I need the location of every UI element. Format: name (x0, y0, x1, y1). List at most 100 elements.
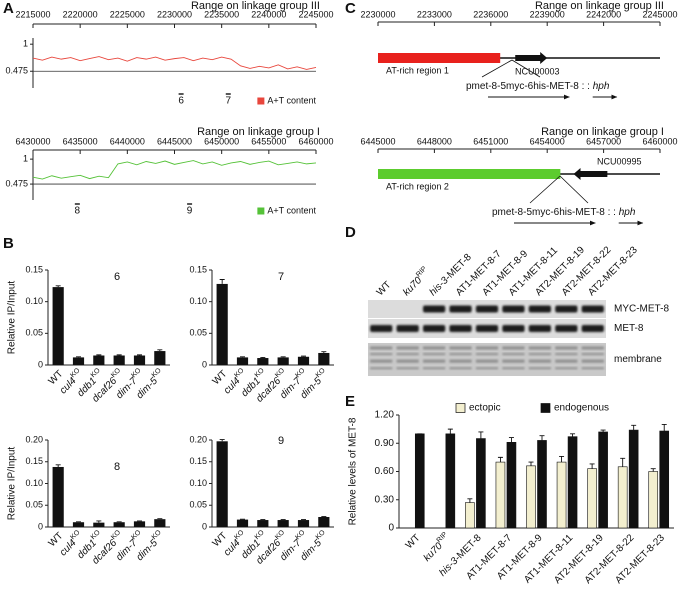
x-tick-label: 2230000 (360, 9, 395, 19)
bar (617, 466, 628, 529)
bar (216, 283, 228, 365)
error-bar (631, 424, 637, 431)
x-tick-label: 2215000 (15, 9, 50, 19)
bar (277, 520, 289, 527)
x-tick-label: 2220000 (63, 9, 98, 19)
bar (414, 433, 425, 529)
superscript: KO (234, 367, 246, 379)
construct-label: pmet-8-5myc-6his-MET-8 : : hph (492, 207, 636, 218)
membrane-stain (555, 353, 578, 356)
bar (476, 438, 486, 529)
x-tick-label: 6448000 (417, 136, 452, 146)
bar (133, 521, 146, 527)
y-tick-label: 0 (38, 521, 43, 531)
insertion-fork (481, 59, 541, 78)
membrane-stain (581, 353, 604, 356)
bar (318, 352, 330, 365)
error-bar (301, 355, 306, 357)
x-tick-label: 6440000 (110, 136, 145, 146)
error-bar (570, 433, 576, 437)
bar (72, 522, 85, 527)
legend-swatch (455, 403, 466, 413)
bar (297, 356, 310, 365)
x-tick-label: 2235000 (204, 9, 239, 19)
gene-arrow (573, 168, 608, 180)
x-tick-label: 6430000 (15, 136, 50, 146)
band (475, 325, 499, 332)
membrane-stain (396, 359, 419, 363)
error-bar (240, 356, 245, 358)
band (423, 305, 446, 313)
bar (113, 355, 125, 365)
panel-letter: B (3, 235, 14, 252)
y-tick-label: 0.15 (189, 456, 207, 466)
x-tick-label: 2230000 (157, 9, 192, 19)
at-rich-region (378, 169, 561, 179)
superscript: KO (254, 529, 266, 541)
error-bar (497, 456, 503, 463)
superscript: KO (234, 529, 246, 541)
y-tick-label: 0.60 (375, 466, 395, 477)
error-bar (528, 461, 534, 466)
error-bar (76, 356, 81, 358)
membrane-stain (475, 367, 499, 370)
bar (257, 520, 269, 527)
error-bar (116, 354, 122, 356)
band (555, 325, 578, 332)
membrane-stain (475, 359, 499, 363)
probe-label: 7 (225, 96, 231, 107)
bar (257, 358, 269, 365)
membrane-stain (555, 367, 578, 370)
x-tick-label: 6450000 (204, 136, 239, 146)
panel-letter: A (3, 0, 14, 17)
superscript: KO (295, 529, 307, 541)
legend-label: ectopic (469, 403, 501, 414)
y-tick-label: 0.05 (189, 500, 207, 510)
bar (567, 436, 578, 529)
membrane-stain (475, 353, 499, 356)
band (502, 305, 525, 313)
error-bar (260, 356, 266, 359)
y-tick-label: 0.10 (189, 478, 207, 488)
y-axis-title: Relative IP/Input (7, 447, 18, 521)
y-tick-label: 0.10 (189, 296, 207, 306)
error-bar (280, 356, 286, 358)
legend-swatch (257, 207, 265, 215)
bar (465, 502, 475, 529)
membrane-stain (528, 353, 551, 356)
legend-label: endogenous (554, 403, 609, 414)
superscript: KO (315, 367, 327, 379)
bar (133, 355, 146, 365)
bar (297, 520, 310, 527)
error-bar (219, 279, 225, 284)
band (370, 325, 393, 332)
probe-label: 8 (75, 206, 81, 217)
insertion-fork (529, 175, 589, 204)
lane-label: WT (374, 279, 393, 298)
x-tick-label: 6451000 (473, 136, 508, 146)
superscript: KO (254, 367, 266, 379)
error-bar (157, 349, 163, 352)
error-bar (589, 463, 595, 469)
error-bar (96, 520, 102, 523)
band (396, 325, 419, 332)
bar (628, 429, 639, 529)
band (449, 305, 472, 313)
membrane-stain (449, 359, 472, 363)
y-tick-label: 0.20 (25, 434, 43, 444)
panel-letter: E (345, 393, 355, 410)
membrane-stain (581, 367, 604, 370)
band (581, 325, 604, 332)
error-bar (508, 437, 514, 443)
superscript: KO (110, 529, 122, 541)
error-bar (539, 435, 545, 441)
gene-label: NCU00003 (515, 66, 560, 76)
data-line (32, 56, 317, 70)
membrane-stain (475, 346, 499, 350)
membrane-stain (449, 353, 472, 356)
gene-label: NCU00995 (597, 156, 642, 166)
y-tick-label: 0.15 (189, 264, 207, 274)
error-bar (96, 354, 102, 356)
error-bar (600, 429, 606, 432)
bar (93, 355, 105, 365)
